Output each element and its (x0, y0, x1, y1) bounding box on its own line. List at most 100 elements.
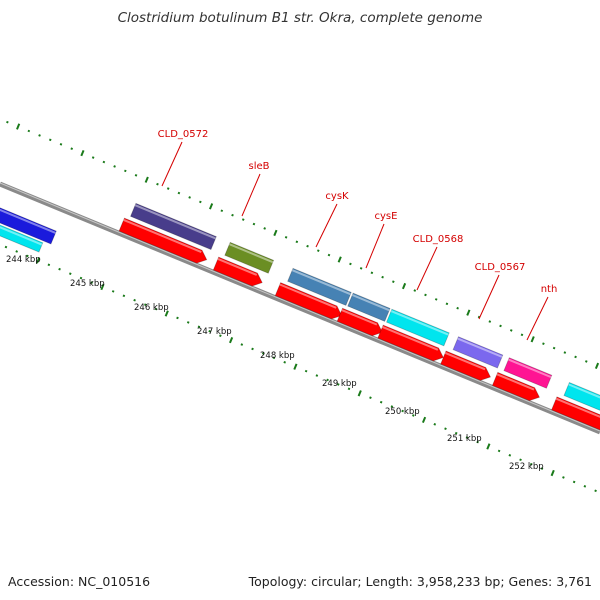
minor-tick (231, 213, 234, 217)
minor-tick (27, 129, 31, 133)
gene-block (287, 267, 352, 306)
gene-highlight (351, 294, 390, 312)
major-tick (273, 229, 278, 237)
minor-tick (381, 275, 384, 279)
minor-tick (70, 147, 74, 151)
major-tick (80, 149, 85, 157)
backbone-line (0, 181, 600, 435)
minor-tick (456, 306, 459, 310)
scale-tick-label: 249 kbp (322, 379, 357, 389)
minor-tick (208, 329, 211, 333)
gene-highlight (291, 269, 351, 296)
minor-tick (272, 356, 276, 360)
gene-block (452, 336, 504, 369)
major-tick (466, 309, 471, 316)
gene-block (563, 382, 600, 411)
gene-label-leader (478, 274, 500, 320)
major-tick (293, 363, 298, 370)
gene-highlight (0, 208, 56, 234)
genome-summary-text: Topology: circular; Length: 3,958,233 bp… (248, 574, 592, 589)
minor-tick (444, 427, 447, 431)
minor-tick (124, 169, 127, 173)
minor-tick (509, 329, 513, 332)
gene-highlight (457, 337, 503, 358)
gene-highlight (341, 309, 378, 326)
scale-labels: 244 kbp 245 kbp 246 kbp 247 kbp 248 kbp 249 k… (6, 255, 544, 472)
minor-tick (401, 409, 404, 413)
gene-label: cysK (325, 191, 349, 202)
minor-tick (91, 156, 95, 159)
minor-tick (177, 191, 181, 195)
minor-tick (326, 378, 329, 382)
minor-tick (563, 351, 567, 354)
gene-highlight (382, 325, 439, 351)
cds-arrow (274, 282, 343, 320)
gene-block (347, 292, 391, 322)
minor-tick (48, 138, 52, 142)
scale-ticks-upper (6, 120, 600, 369)
minor-tick (241, 218, 245, 221)
minor-tick (90, 281, 94, 284)
gene-block (386, 308, 450, 347)
minor-tick (359, 267, 363, 270)
minor-tick (552, 346, 556, 350)
minor-tick (379, 400, 383, 404)
minor-tick (584, 360, 588, 363)
minor-tick (38, 134, 41, 137)
gene-label-leader (161, 141, 183, 187)
scale-tick-label: 248 kbp (260, 351, 295, 361)
gene-label: CLD_0568 (413, 234, 464, 245)
minor-tick (134, 173, 138, 177)
gene-highlight (229, 243, 274, 264)
gene-label: CLD_0572 (158, 129, 209, 140)
minor-tick (433, 422, 437, 426)
cds-arrow (336, 307, 383, 337)
major-tick (144, 176, 149, 183)
cds-arrow (491, 371, 541, 402)
gene-highlight (444, 351, 486, 371)
gene-highlight (279, 283, 337, 309)
minor-tick (295, 240, 299, 244)
gene-highlight (555, 397, 600, 418)
gene-label-leader (416, 246, 438, 291)
minor-tick (144, 303, 147, 306)
minor-tick (519, 458, 522, 462)
major-tick (530, 336, 535, 343)
minor-tick (240, 343, 244, 346)
minor-tick (499, 324, 502, 328)
gene-highlight (508, 358, 552, 379)
gene-label-leader (526, 296, 549, 341)
major-tick (100, 283, 105, 291)
map-title: Clostridium botulinum B1 str. Okra, comp… (117, 10, 483, 26)
major-tick (357, 390, 362, 397)
major-tick (164, 310, 169, 317)
minor-tick (370, 271, 374, 275)
scale-tick-label: 250 kbp (385, 407, 420, 417)
gene-highlight (217, 257, 258, 276)
accession-text: Accession: NC_010516 (8, 574, 151, 589)
gene-label: nth (541, 284, 558, 295)
gene-label-leader (241, 173, 261, 217)
scale-tick-label: 247 kbp (197, 327, 232, 337)
gene-block (503, 357, 553, 389)
minor-tick (327, 253, 331, 257)
major-tick (209, 203, 214, 210)
scale-tick-label: 251 kbp (447, 434, 482, 444)
minor-tick (315, 374, 319, 377)
minor-tick (583, 485, 587, 488)
minor-tick (261, 352, 265, 355)
minor-tick (68, 272, 72, 275)
scale-tick-label: 245 kbp (70, 279, 105, 289)
gene-label: CLD_0567 (475, 262, 526, 273)
major-tick (229, 336, 234, 344)
minor-tick (176, 316, 179, 320)
minor-tick (529, 462, 533, 466)
gene-label-leader (365, 223, 385, 269)
minor-tick (220, 209, 224, 213)
minor-tick (349, 262, 352, 266)
minor-tick (186, 321, 190, 324)
minor-tick (26, 254, 29, 258)
minor-tick (251, 347, 254, 351)
